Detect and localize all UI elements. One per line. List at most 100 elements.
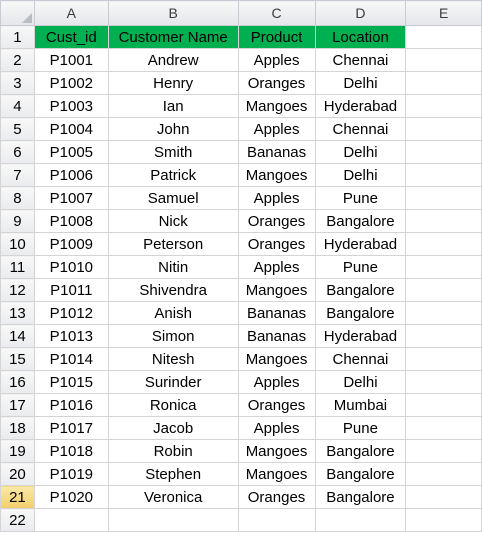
data-cell[interactable]: Bananas — [237, 301, 316, 325]
data-cell[interactable]: Oranges — [237, 71, 316, 95]
row-number[interactable]: 20 — [0, 462, 35, 486]
data-cell[interactable]: John — [107, 117, 239, 141]
data-cell[interactable]: Shivendra — [107, 278, 239, 302]
empty-cell[interactable] — [237, 508, 316, 532]
empty-cell[interactable] — [405, 25, 482, 49]
empty-cell[interactable] — [33, 508, 109, 532]
empty-cell[interactable] — [405, 347, 482, 371]
data-cell[interactable]: P1013 — [33, 324, 109, 348]
data-cell[interactable]: Jacob — [107, 416, 239, 440]
data-cell[interactable]: P1002 — [33, 71, 109, 95]
empty-cell[interactable] — [405, 186, 482, 210]
data-cell[interactable]: Ian — [107, 94, 239, 118]
data-cell[interactable]: Hyderabad — [314, 324, 407, 348]
row-number[interactable]: 5 — [0, 117, 35, 141]
data-cell[interactable]: P1020 — [33, 485, 109, 509]
data-cell[interactable]: P1006 — [33, 163, 109, 187]
row-number[interactable]: 21 — [0, 485, 35, 509]
data-cell[interactable]: Delhi — [314, 370, 407, 394]
data-cell[interactable]: Apples — [237, 48, 316, 72]
row-number[interactable]: 4 — [0, 94, 35, 118]
data-cell[interactable]: Mangoes — [237, 462, 316, 486]
empty-cell[interactable] — [405, 485, 482, 509]
empty-cell[interactable] — [405, 324, 482, 348]
empty-cell[interactable] — [314, 508, 407, 532]
data-cell[interactable]: Mangoes — [237, 439, 316, 463]
data-cell[interactable]: P1004 — [33, 117, 109, 141]
row-number[interactable]: 7 — [0, 163, 35, 187]
row-number[interactable]: 16 — [0, 370, 35, 394]
row-number[interactable]: 17 — [0, 393, 35, 417]
empty-cell[interactable] — [405, 232, 482, 256]
data-cell[interactable]: Bangalore — [314, 301, 407, 325]
data-cell[interactable]: Apples — [237, 255, 316, 279]
data-cell[interactable]: Henry — [107, 71, 239, 95]
data-cell[interactable]: Patrick — [107, 163, 239, 187]
data-cell[interactable]: Bangalore — [314, 278, 407, 302]
data-cell[interactable]: Bananas — [237, 324, 316, 348]
header-cell[interactable]: Customer Name — [107, 25, 239, 49]
empty-cell[interactable] — [405, 462, 482, 486]
empty-cell[interactable] — [405, 439, 482, 463]
data-cell[interactable]: Pune — [314, 186, 407, 210]
empty-cell[interactable] — [405, 163, 482, 187]
empty-cell[interactable] — [405, 209, 482, 233]
empty-cell[interactable] — [405, 416, 482, 440]
data-cell[interactable]: Peterson — [107, 232, 239, 256]
data-cell[interactable]: Andrew — [107, 48, 239, 72]
empty-cell[interactable] — [405, 278, 482, 302]
data-cell[interactable]: Oranges — [237, 232, 316, 256]
empty-cell[interactable] — [405, 94, 482, 118]
row-number[interactable]: 6 — [0, 140, 35, 164]
data-cell[interactable]: Stephen — [107, 462, 239, 486]
empty-cell[interactable] — [405, 393, 482, 417]
data-cell[interactable]: Anish — [107, 301, 239, 325]
data-cell[interactable]: Bangalore — [314, 485, 407, 509]
row-number[interactable]: 10 — [0, 232, 35, 256]
data-cell[interactable]: P1010 — [33, 255, 109, 279]
row-number[interactable]: 14 — [0, 324, 35, 348]
column-header-c[interactable]: C — [237, 0, 316, 26]
row-number[interactable]: 11 — [0, 255, 35, 279]
data-cell[interactable]: P1003 — [33, 94, 109, 118]
data-cell[interactable]: Apples — [237, 370, 316, 394]
data-cell[interactable]: Bangalore — [314, 462, 407, 486]
empty-cell[interactable] — [405, 71, 482, 95]
data-cell[interactable]: P1009 — [33, 232, 109, 256]
data-cell[interactable]: P1001 — [33, 48, 109, 72]
row-number[interactable]: 3 — [0, 71, 35, 95]
data-cell[interactable]: Chennai — [314, 117, 407, 141]
data-cell[interactable]: Samuel — [107, 186, 239, 210]
data-cell[interactable]: P1017 — [33, 416, 109, 440]
data-cell[interactable]: Delhi — [314, 71, 407, 95]
data-cell[interactable]: Bangalore — [314, 439, 407, 463]
empty-cell[interactable] — [107, 508, 239, 532]
data-cell[interactable]: Mumbai — [314, 393, 407, 417]
row-number[interactable]: 9 — [0, 209, 35, 233]
data-cell[interactable]: Hyderabad — [314, 94, 407, 118]
header-cell[interactable]: Location — [314, 25, 407, 49]
empty-cell[interactable] — [405, 370, 482, 394]
data-cell[interactable]: Delhi — [314, 140, 407, 164]
data-cell[interactable]: P1005 — [33, 140, 109, 164]
data-cell[interactable]: Smith — [107, 140, 239, 164]
row-number[interactable]: 18 — [0, 416, 35, 440]
data-cell[interactable]: Apples — [237, 117, 316, 141]
data-cell[interactable]: Ronica — [107, 393, 239, 417]
header-cell[interactable]: Cust_id — [33, 25, 109, 49]
row-number[interactable]: 12 — [0, 278, 35, 302]
data-cell[interactable]: P1015 — [33, 370, 109, 394]
data-cell[interactable]: Mangoes — [237, 163, 316, 187]
data-cell[interactable]: P1014 — [33, 347, 109, 371]
data-cell[interactable]: Bananas — [237, 140, 316, 164]
data-cell[interactable]: P1019 — [33, 462, 109, 486]
select-all-button[interactable] — [0, 0, 35, 26]
data-cell[interactable]: Oranges — [237, 485, 316, 509]
data-cell[interactable]: P1008 — [33, 209, 109, 233]
column-header-e[interactable]: E — [405, 0, 482, 26]
data-cell[interactable]: Pune — [314, 416, 407, 440]
data-cell[interactable]: P1012 — [33, 301, 109, 325]
data-cell[interactable]: Pune — [314, 255, 407, 279]
data-cell[interactable]: Surinder — [107, 370, 239, 394]
data-cell[interactable]: Mangoes — [237, 278, 316, 302]
